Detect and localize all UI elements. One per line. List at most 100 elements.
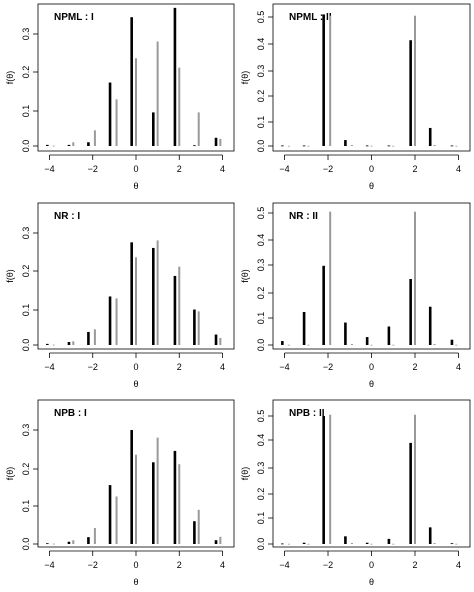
x-tick-label: 4 <box>456 560 461 570</box>
bar-estimate <box>302 145 306 147</box>
x-tick-label: −2 <box>323 362 333 372</box>
bar-estimate <box>214 137 218 146</box>
y-tick-label: 0.3 <box>256 259 266 272</box>
x-tick-label: −2 <box>323 560 333 570</box>
y-tick-label: 0.5 <box>256 207 266 220</box>
y-tick-label: 0.4 <box>256 234 266 247</box>
bar-true <box>350 343 353 345</box>
bar-true <box>72 540 75 544</box>
chart-title: NPML : II <box>289 12 332 23</box>
y-tick-label: 0.2 <box>256 488 266 501</box>
bar-estimate <box>281 543 284 545</box>
y-tick-label: 0.1 <box>21 500 31 513</box>
x-tick-label: −4 <box>44 362 54 372</box>
y-axis-label: f(θ) <box>240 71 250 85</box>
bar-estimate <box>428 127 432 146</box>
y-tick-label: 0.3 <box>256 462 266 475</box>
bar-true <box>370 543 373 545</box>
x-tick-label: 0 <box>369 362 374 372</box>
bar-true <box>135 257 137 345</box>
bar-estimate <box>152 462 155 544</box>
bar-true <box>93 130 96 146</box>
bar-estimate <box>193 521 196 544</box>
bar-true <box>178 266 181 345</box>
x-tick-label: −4 <box>279 560 289 570</box>
bar-true <box>455 145 458 147</box>
bar-true <box>135 454 137 544</box>
bar-true <box>72 142 75 146</box>
bar-estimate <box>302 312 306 345</box>
bar-estimate <box>365 337 369 345</box>
x-axis-label: θ <box>369 379 374 389</box>
bar-estimate <box>46 343 49 345</box>
y-tick-label: 0.0 <box>21 339 31 352</box>
plot-frame <box>37 202 235 350</box>
y-tick-label: 0.1 <box>256 312 266 325</box>
bar-true <box>52 145 55 147</box>
bar-estimate <box>281 145 284 147</box>
x-axis-label: θ <box>369 577 374 587</box>
y-tick-label: 0.4 <box>256 434 266 447</box>
x-tick-label: −4 <box>279 164 289 174</box>
bar-estimate <box>322 265 325 345</box>
x-tick-label: 0 <box>369 560 374 570</box>
x-tick-label: −2 <box>323 164 333 174</box>
bar-true <box>392 543 395 545</box>
bar-estimate <box>450 543 454 545</box>
chart-panel-1: NPML : I 0.0 0.1 0.2 0.3 f(θ) −4 −2 0 2 4 θ <box>5 3 235 191</box>
chart-title: NR : II <box>289 211 318 222</box>
bar-estimate <box>152 112 155 146</box>
y-tick-label: 0.3 <box>21 424 31 437</box>
bar-true <box>455 543 458 545</box>
bar-true <box>219 138 222 146</box>
bar-true <box>197 112 200 146</box>
bar-true <box>329 211 332 345</box>
bar-estimate <box>344 322 347 345</box>
plot-frame <box>37 399 235 548</box>
bar-true <box>115 298 118 345</box>
y-tick-label: 0.2 <box>21 463 31 476</box>
y-tick-label: 0.2 <box>21 66 31 79</box>
bar-true <box>93 329 96 345</box>
y-axis-label: f(θ) <box>240 467 250 481</box>
y-tick-label: 0.0 <box>21 140 31 153</box>
bar-estimate <box>87 537 90 544</box>
bar-estimate <box>450 145 454 147</box>
bar-true <box>115 496 118 544</box>
x-tick-label: −2 <box>88 362 98 372</box>
bar-true <box>455 344 458 346</box>
x-tick-label: −2 <box>88 164 98 174</box>
bar-estimate <box>344 140 347 146</box>
x-tick-label: −4 <box>279 362 289 372</box>
y-axis-label: f(θ) <box>5 71 15 85</box>
chart-panel-6: NPB : II 0.0 0.1 0.2 0.3 0.4 0.5 f(θ) −4 −2 0 2 4 θ <box>240 399 471 587</box>
bar-estimate <box>428 306 432 345</box>
bar-estimate <box>130 17 133 147</box>
bar-estimate <box>409 40 412 146</box>
chart-panel-4: NR : II 0.0 0.1 0.2 0.3 0.4 0.5 f(θ) −4 −2 0 2 4 θ <box>240 202 471 389</box>
bar-estimate <box>281 341 284 345</box>
bar-true <box>307 344 310 346</box>
bar-estimate <box>365 542 369 544</box>
bar-estimate <box>87 331 90 345</box>
bar-estimate <box>87 142 90 146</box>
bar-estimate <box>214 540 218 544</box>
x-tick-label: 2 <box>177 164 182 174</box>
plot-frame <box>37 3 235 152</box>
x-tick-label: 4 <box>456 164 461 174</box>
bar-true <box>156 437 159 544</box>
bar-true <box>413 414 416 544</box>
bar-estimate <box>193 145 196 147</box>
y-tick-label: 0.5 <box>256 11 266 24</box>
chart-panel-5: NPB : I 0.0 0.1 0.2 0.3 f(θ) −4 −2 0 2 4 θ <box>5 399 235 587</box>
bar-estimate <box>173 7 177 146</box>
bar-estimate <box>409 442 412 544</box>
bar-estimate <box>173 275 177 345</box>
bar-estimate <box>387 326 391 345</box>
bar-true <box>156 41 159 146</box>
bar-true <box>178 464 181 544</box>
chart-title: NPB : I <box>54 408 87 419</box>
bar-true <box>52 543 55 545</box>
y-tick-label: 0.2 <box>21 265 31 278</box>
bar-true <box>287 145 290 147</box>
